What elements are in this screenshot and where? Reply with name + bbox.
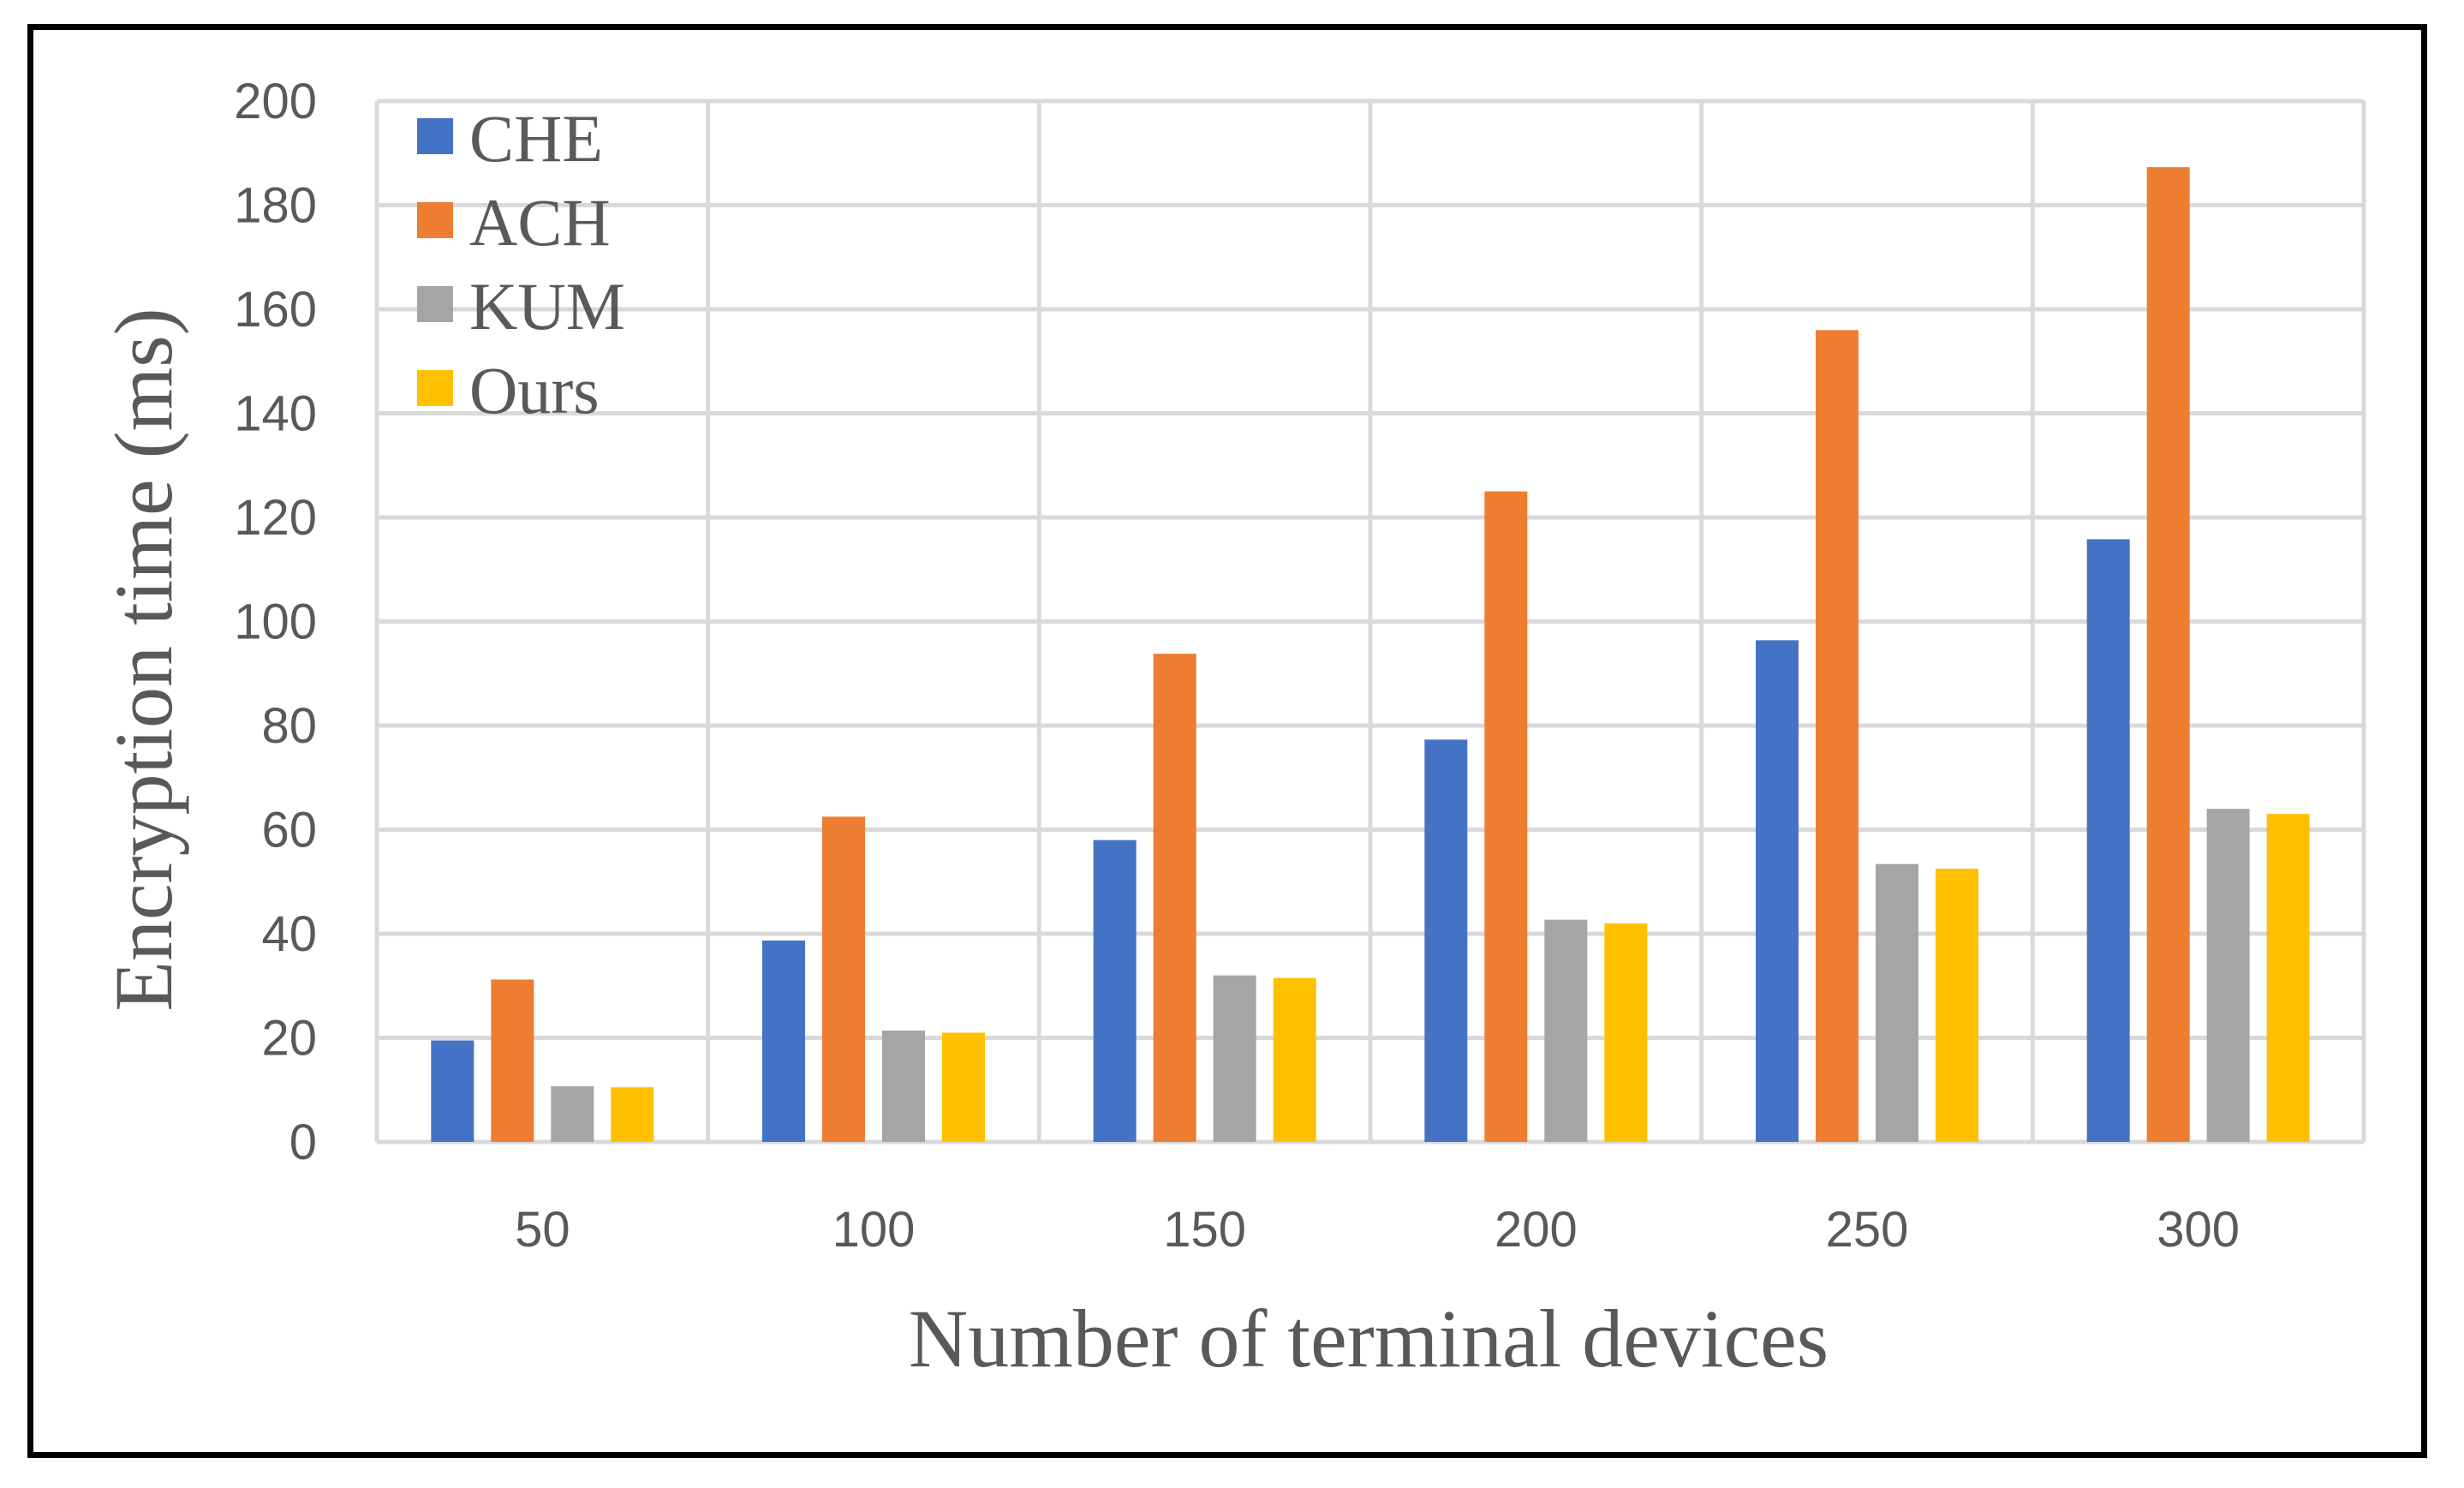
y-tick-label: 0 — [289, 1115, 317, 1170]
grid-lines — [374, 99, 2366, 1144]
y-tick-label: 200 — [234, 74, 317, 129]
bar-ach-250 — [1816, 330, 1858, 1142]
bar-che-150 — [1093, 840, 1137, 1142]
bar-ours-50 — [611, 1087, 654, 1142]
bar-che-50 — [431, 1040, 474, 1142]
x-tick-label: 250 — [1826, 1202, 1909, 1258]
bar-ach-300 — [2146, 167, 2190, 1143]
bar-che-250 — [1756, 640, 1799, 1142]
y-tick-label: 60 — [261, 803, 317, 858]
x-tick-label: 50 — [515, 1202, 570, 1258]
bar-ours-100 — [942, 1032, 985, 1142]
y-tick-label: 40 — [261, 906, 317, 962]
y-tick-label: 80 — [261, 698, 317, 754]
bar-ach-50 — [491, 979, 534, 1142]
y-axis-title: Encryption time (ms) — [98, 308, 189, 1011]
bar-che-200 — [1424, 739, 1468, 1142]
bar-che-100 — [762, 940, 805, 1142]
y-tick-label: 120 — [234, 490, 317, 546]
legend-label-che: CHE — [469, 101, 603, 176]
legend-swatch-che — [417, 118, 453, 154]
bar-che-300 — [2086, 539, 2130, 1142]
x-axis-title: Number of terminal devices — [909, 1293, 1829, 1384]
y-tick-label: 100 — [234, 595, 317, 650]
bar-kum-300 — [2206, 809, 2250, 1142]
bar-kum-200 — [1544, 919, 1588, 1142]
bar-kum-100 — [882, 1030, 925, 1142]
bar-kum-150 — [1213, 975, 1256, 1142]
x-tick-label: 200 — [1495, 1202, 1578, 1258]
legend-label-kum: KUM — [469, 269, 625, 344]
bar-kum-50 — [551, 1085, 594, 1142]
legend: CHE ACH KUM Ours — [417, 101, 625, 427]
bar-ours-300 — [2266, 814, 2310, 1142]
y-tick-label: 180 — [234, 178, 317, 234]
bar-ours-200 — [1604, 923, 1648, 1142]
bar-kum-250 — [1876, 864, 1918, 1142]
bar-ach-200 — [1484, 491, 1528, 1142]
legend-swatch-ach — [417, 202, 453, 238]
y-tick-label: 160 — [234, 282, 317, 338]
x-tick-label: 100 — [832, 1202, 916, 1258]
x-tick-labels: 50 100 150 200 250 300 — [515, 1202, 2240, 1258]
legend-swatch-ours — [417, 370, 453, 406]
bar-ours-150 — [1273, 977, 1316, 1142]
y-tick-label: 140 — [234, 386, 317, 442]
y-tick-labels: 0 20 40 60 80 100 120 140 160 180 200 — [234, 74, 317, 1170]
legend-label-ach: ACH — [469, 185, 611, 260]
y-tick-label: 20 — [261, 1011, 317, 1067]
bar-ours-250 — [1936, 869, 1978, 1142]
chart-frame — [27, 24, 2427, 1458]
legend-swatch-kum — [417, 286, 453, 322]
bar-ach-100 — [822, 816, 865, 1142]
legend-label-ours: Ours — [469, 353, 600, 427]
bar-ach-150 — [1153, 654, 1196, 1142]
x-tick-label: 300 — [2157, 1202, 2240, 1258]
x-tick-label: 150 — [1163, 1202, 1246, 1258]
bars — [431, 167, 2310, 1143]
